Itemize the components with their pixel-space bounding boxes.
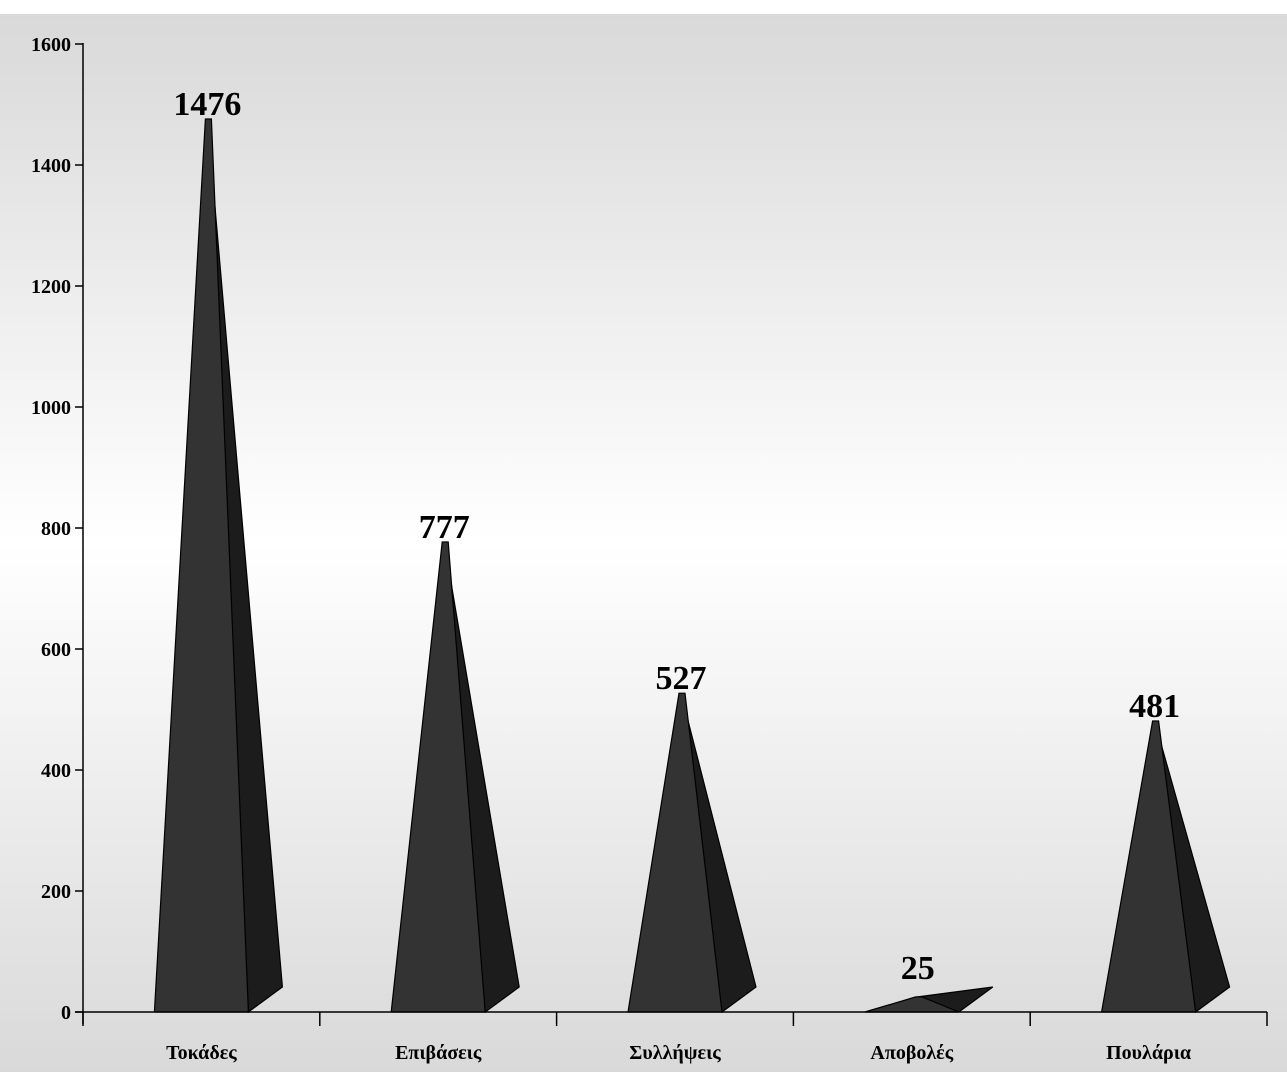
data-label: 25 (901, 950, 935, 987)
data-label: 777 (419, 509, 470, 546)
data-label: 527 (656, 660, 707, 697)
y-tick-label: 1400 (31, 155, 71, 177)
y-tick-label: 800 (41, 518, 71, 540)
y-tick-label: 1000 (31, 397, 71, 419)
x-category-label: Αποβολές (870, 1042, 953, 1064)
x-category-label: Τοκάδες (166, 1042, 237, 1064)
bar-3 (627, 692, 757, 1014)
data-label: 1476 (173, 86, 241, 123)
y-tick-label: 0 (61, 1002, 71, 1024)
y-tick-label: 1600 (31, 34, 71, 56)
y-tick-label: 400 (41, 760, 71, 782)
x-category-label: Πουλάρια (1106, 1042, 1191, 1064)
labels-layer: 0 200 400 600 800 1000 1200 1400 1600 Τοκάδες Επιβ… (31, 34, 1191, 1064)
data-label: 481 (1129, 688, 1180, 725)
y-tick-label: 200 (41, 881, 71, 903)
x-category-label: Συλλήψεις (629, 1042, 721, 1064)
y-tick-label: 600 (41, 639, 71, 661)
bars-layer (153, 118, 1231, 1014)
axes-layer (75, 43, 1268, 1026)
y-tick-label: 1200 (31, 276, 71, 298)
x-category-label: Επιβάσεις (395, 1042, 482, 1064)
